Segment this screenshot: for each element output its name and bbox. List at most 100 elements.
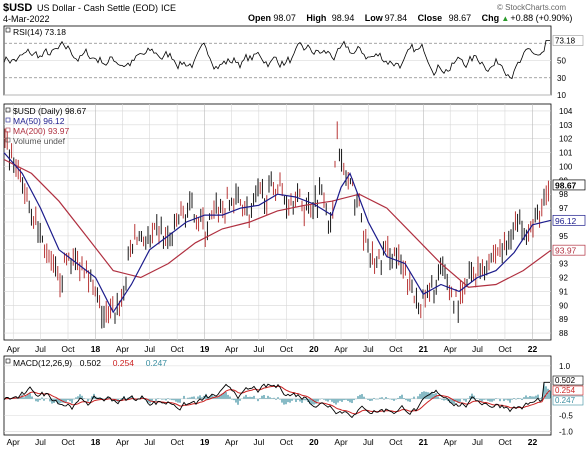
price-legend-entry: MA(200) 93.97 (13, 126, 69, 136)
macd-legend-value: 0.502 (80, 358, 102, 368)
macd-value-box (552, 375, 584, 386)
price-legend-swatch (5, 117, 11, 123)
price-legend-entry: MA(50) 96.12 (13, 116, 65, 126)
x-axis-mid-tick-label: Jul (472, 344, 483, 354)
macd-value-box (552, 385, 584, 396)
x-axis-mid-tick-label: 21 (419, 344, 429, 354)
x-axis-mid-tick-label: Jul (363, 344, 374, 354)
price-value-box (552, 244, 586, 256)
x-axis-bottom-tick-label: Apr (116, 437, 129, 447)
rsi-panel: 50 30 10 73.18 RSI(14) 73.18 (3, 25, 584, 100)
macd-legend-name: MACD(12,26,9) (13, 358, 72, 368)
macd-tick-label: -1.0 (559, 428, 573, 437)
x-axis-mid-tick-label: 20 (309, 344, 319, 354)
rsi-legend-swatch (5, 27, 11, 33)
macd-value-label: 0.254 (555, 386, 576, 395)
price-value-box (552, 214, 586, 226)
price-tick-label: 100 (559, 162, 573, 171)
macd-frame (3, 355, 552, 436)
x-axis-bottom-tick-label: 18 (91, 437, 101, 447)
macd-value-label: 0.247 (555, 396, 576, 405)
x-axis-middle: Apr Jul Oct 18 Apr Jul Oct 19 Apr Jul Oct 20 Apr Jul O… (7, 344, 538, 354)
ohlc-label: Close (418, 13, 443, 23)
macd-panel: 1.00.50.0-0.5-1.00.5020.2540.247MACD(12,… (3, 355, 584, 437)
x-axis-bottom-tick-label: Jul (472, 437, 483, 447)
ohlc-value: +0.88 (+0.90%) (510, 13, 572, 23)
macd-value-label: 0.502 (555, 376, 576, 385)
x-axis-mid-tick-label: Apr (7, 344, 20, 354)
x-axis-bottom-tick-label: Oct (389, 437, 403, 447)
ma200-line (3, 158, 552, 288)
ohlc-value: 98.94 (332, 13, 355, 23)
x-axis-bottom-tick-label: Oct (280, 437, 294, 447)
price-value-label: 93.97 (555, 246, 577, 256)
macd-legend-swatch (5, 358, 11, 364)
x-axis-bottom-tick-label: 19 (200, 437, 210, 447)
x-axis-mid-tick-label: Apr (116, 344, 129, 354)
price-legend-entry: $USD (Daily) 98.67 (13, 106, 86, 116)
x-axis-bottom-tick-label: Apr (444, 437, 457, 447)
price-tick-label: 93 (559, 260, 568, 269)
ohlc-value: 98.07 (273, 13, 296, 23)
x-axis-bottom-tick-label: Apr (7, 437, 20, 447)
x-axis-mid-tick-label: Apr (225, 344, 238, 354)
rsi-current-value: 73.18 (555, 37, 576, 46)
ma50-line (3, 152, 552, 314)
x-axis-mid-tick-label: Oct (389, 344, 403, 354)
price-tick-label: 104 (559, 107, 573, 116)
price-value-box (552, 179, 586, 191)
ohlc-summary: Open 98.07 High 98.94 Low 97.84 Close 98.67 Chg ▲… (248, 13, 572, 23)
price-tick-label: 97 (559, 204, 568, 213)
macd-value-box (552, 395, 584, 406)
up-arrow-icon: ▲ (501, 14, 509, 23)
x-axis-mid-tick-label: Oct (171, 344, 185, 354)
x-axis-bottom-tick-label: Oct (171, 437, 185, 447)
x-axis-mid-tick-label: Jul (144, 344, 155, 354)
x-axis-bottom-tick-label: Apr (334, 437, 347, 447)
rsi-tick-label: 10 (557, 91, 566, 100)
x-axis-mid-tick-label: Oct (498, 344, 512, 354)
macd-tick-label: 1.0 (559, 362, 571, 371)
price-panel: 8889909192939495969798991001011021031049… (3, 103, 586, 341)
price-legend-entry: Volume undef (13, 136, 66, 146)
price-tick-label: 89 (559, 315, 568, 324)
ohlc-value: 97.84 (385, 13, 408, 23)
ohlc-label: High (306, 13, 326, 23)
macd-line (3, 381, 550, 419)
x-axis-bottom-tick-label: Jul (363, 437, 374, 447)
chart-date: 4-Mar-2022 (3, 14, 50, 24)
price-value-label: 98.67 (555, 180, 577, 190)
ohlc-label: Low (365, 13, 384, 23)
x-axis-bottom-tick-label: Jul (144, 437, 155, 447)
rsi-value-box (552, 35, 584, 46)
price-tick-label: 90 (559, 301, 568, 310)
x-axis-bottom-tick-label: Apr (225, 437, 238, 447)
price-legend-swatch (5, 107, 11, 113)
price-tick-label: 88 (559, 329, 568, 338)
price-tick-label: 103 (559, 121, 573, 130)
x-axis-mid-tick-label: 19 (200, 344, 210, 354)
x-axis-mid-tick-label: Apr (334, 344, 347, 354)
x-axis-mid-tick-label: Jul (35, 344, 46, 354)
ohlc-label: Open (248, 13, 271, 23)
price-legend-swatch (5, 137, 11, 143)
price-tick-label: 95 (559, 232, 568, 241)
x-axis-mid-tick-label: Apr (444, 344, 457, 354)
x-axis-mid-tick-label: 18 (91, 344, 101, 354)
rsi-legend: RSI(14) 73.18 (13, 27, 66, 37)
macd-legend-value: 0.247 (146, 358, 168, 368)
rsi-tick-label: 50 (557, 57, 566, 66)
security-name: US Dollar - Cash Settle (EOD) (37, 3, 158, 13)
x-axis-mid-tick-label: Oct (280, 344, 294, 354)
macd-tick-label: -0.5 (559, 411, 573, 420)
x-axis-bottom-tick-label: 22 (528, 437, 538, 447)
x-axis-bottom-tick-label: 20 (309, 437, 319, 447)
x-axis-bottom: Apr Jul Oct 18 Apr Jul Oct 19 Apr Jul Oct 20 Apr Jul O… (7, 437, 538, 447)
price-tick-label: 102 (559, 135, 573, 144)
symbol: $USD (3, 2, 32, 14)
exchange: ICE (161, 3, 176, 13)
x-axis-bottom-tick-label: Oct (498, 437, 512, 447)
ohlc-value: 98.67 (449, 13, 472, 23)
